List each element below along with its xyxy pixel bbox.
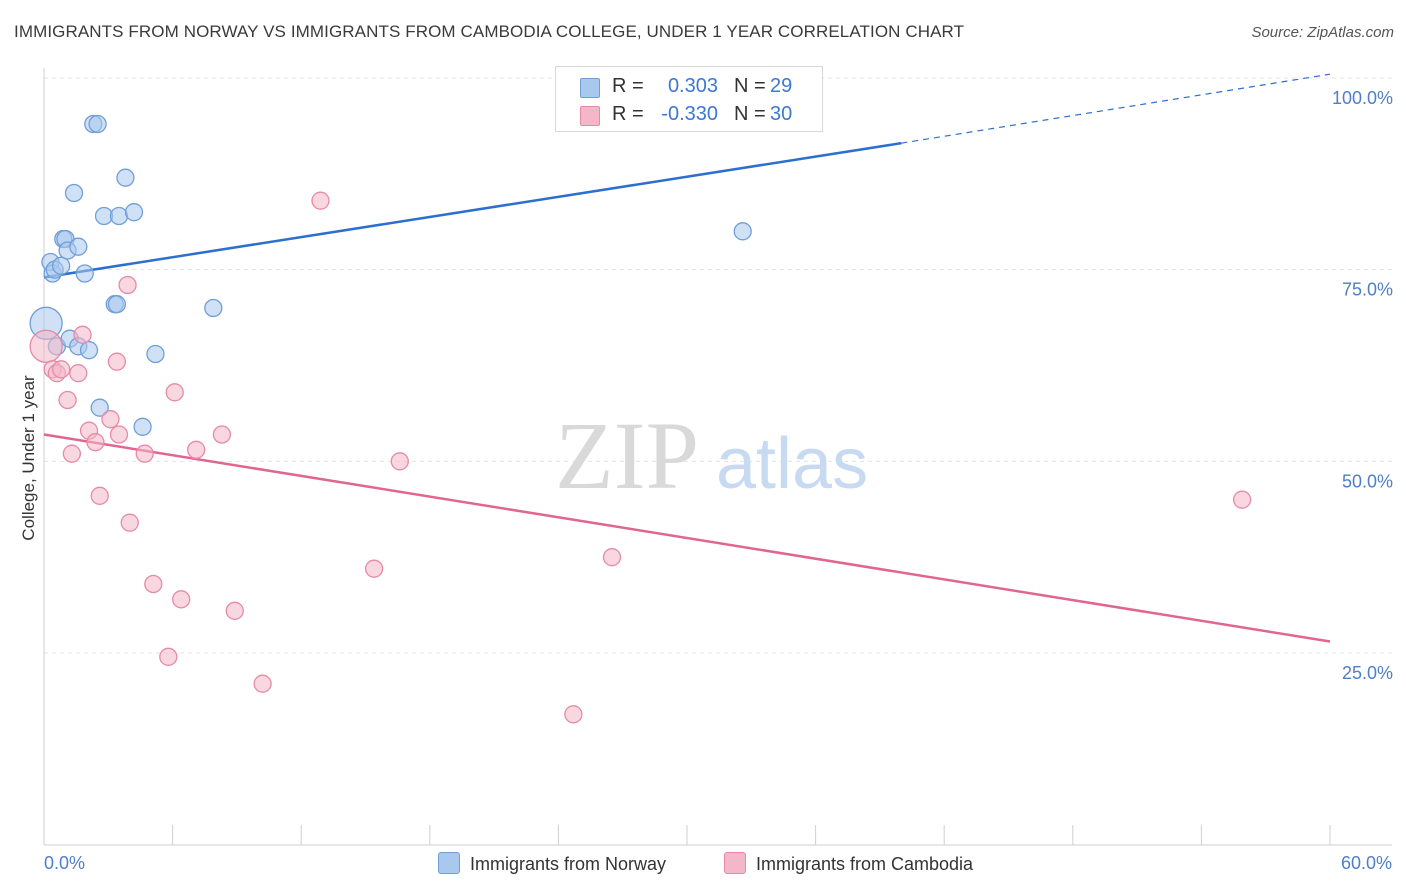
legend-item-cambodia: Immigrants from Cambodia (724, 852, 973, 875)
cambodia-point (253, 674, 272, 693)
cambodia-point (62, 444, 82, 463)
cambodia-point (390, 452, 409, 471)
norway-point (88, 114, 107, 134)
watermark-zip: ZIP (555, 402, 699, 509)
cambodia-point (602, 548, 622, 567)
r-label: R = (612, 75, 644, 97)
legend-item-norway: Immigrants from Norway (438, 852, 666, 875)
cambodia-trend-line (43, 433, 1331, 643)
cambodia-point (69, 364, 88, 383)
tick-labels: 100.0% 75.0% 50.0% 25.0% 0.0% 60.0% (44, 88, 1393, 873)
cambodia-point (144, 574, 163, 594)
trend-lines (43, 73, 1331, 643)
data-points (29, 68, 1252, 724)
y-axis-label: College, Under 1 year (19, 375, 38, 541)
norway-point (204, 298, 223, 318)
y-tick-label: 25.0% (1342, 663, 1393, 683)
norway-point (146, 344, 165, 364)
r-value: -0.330 (661, 103, 718, 125)
cambodia-point (159, 647, 178, 666)
cambodia-point (172, 590, 191, 609)
cambodia-swatch (724, 852, 746, 874)
cambodia-point (118, 275, 137, 295)
cambodia-point (120, 513, 139, 532)
cambodia-point (107, 352, 127, 371)
correlation-legend: R = 0.303 N = 29 R = -0.330 N = 30 (555, 66, 823, 132)
cambodia-point (101, 410, 120, 429)
cambodia-point (86, 433, 105, 452)
norway-point (69, 237, 88, 256)
cambodia-point (90, 486, 109, 505)
cambodia-point (109, 425, 129, 444)
r-value: 0.303 (667, 75, 718, 97)
cambodia-point (165, 383, 184, 402)
norway-point (124, 203, 144, 222)
cambodia-swatch (580, 106, 600, 126)
cambodia-point (29, 329, 63, 363)
cambodia-point (311, 191, 330, 210)
watermark-atlas: atlas (716, 424, 868, 504)
norway-point (133, 417, 152, 436)
legend-label-cambodia: Immigrants from Cambodia (756, 854, 974, 874)
norway-point (107, 295, 127, 314)
cambodia-point (58, 390, 77, 410)
norway-swatch (580, 78, 600, 98)
norway-point (733, 222, 752, 241)
grid-lines (44, 77, 1392, 654)
axes (43, 68, 1392, 846)
cambodia-point (1232, 490, 1252, 509)
norway-point (64, 183, 84, 203)
n-value: 30 (770, 103, 793, 125)
x-tick-label: 60.0% (1341, 853, 1392, 873)
cambodia-point (51, 360, 71, 379)
cambodia-point (135, 444, 154, 463)
r-label: R = (612, 103, 644, 125)
cambodia-point (225, 601, 244, 620)
cambodia-point (364, 559, 384, 578)
norway-point (79, 341, 99, 360)
cambodia-point (187, 440, 206, 459)
norway-point (75, 264, 94, 283)
cambodia-point (564, 705, 583, 724)
norway-point (116, 168, 135, 187)
cambodia-point (73, 325, 92, 344)
cambodia-point (212, 425, 232, 444)
y-tick-label: 100.0% (1332, 88, 1393, 108)
n-label: N = (734, 103, 766, 125)
n-label: N = (734, 75, 766, 97)
norway-point (90, 398, 109, 417)
norway-trend-extension (901, 73, 1331, 144)
norway-point (109, 206, 129, 226)
norway-trend-line (43, 141, 902, 279)
source-label: Source: ZipAtlas.com (1251, 24, 1394, 41)
x-tick-label: 0.0% (44, 853, 85, 873)
norway-swatch (438, 852, 460, 874)
chart-title: IMMIGRANTS FROM NORWAY VS IMMIGRANTS FRO… (14, 22, 965, 41)
n-value: 29 (770, 75, 793, 97)
norway-point (51, 256, 71, 275)
y-tick-label: 75.0% (1342, 280, 1393, 300)
legend-label-norway: Immigrants from Norway (470, 854, 667, 874)
y-tick-label: 50.0% (1342, 471, 1393, 491)
